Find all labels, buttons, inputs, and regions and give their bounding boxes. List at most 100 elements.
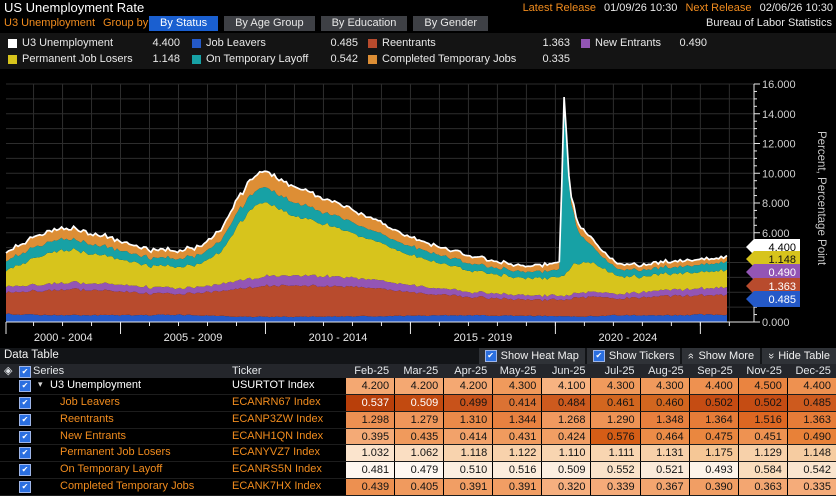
- y-tick-label: 8.000: [762, 198, 790, 210]
- row-checkbox[interactable]: ✔: [19, 380, 31, 392]
- button-hide-table[interactable]: » Hide Table: [762, 348, 836, 364]
- heat-cell: 0.391: [492, 479, 542, 495]
- heat-cell: 4.300: [492, 378, 542, 394]
- y-tick-label: 12.000: [762, 139, 796, 151]
- row-cells: 1.032 1.062 1.118 1.122 1.110 1.111 1.131 1.175…: [345, 445, 836, 462]
- column-header-dec-25: Dec-25: [795, 365, 831, 377]
- heat-cell: 0.481: [345, 462, 395, 479]
- heat-cell: 4.300: [590, 378, 640, 394]
- heat-cell: 1.348: [639, 411, 689, 428]
- row-checkbox[interactable]: ✔: [19, 413, 31, 426]
- group-tabs: By Status By Age Group By Education By Gend…: [149, 16, 488, 31]
- toggle-show-heat-map[interactable]: ✔ Show Heat Map: [478, 348, 585, 364]
- double-chevron-up-icon: »: [685, 352, 698, 360]
- table-row-reentrants[interactable]: ✔ Reentrants ECANP3ZW Index 1.298 1.279 1.310…: [0, 411, 836, 429]
- series-name[interactable]: Job Leavers: [60, 395, 120, 408]
- heat-cell: 0.363: [737, 479, 787, 495]
- toggle-show-tickers[interactable]: ✔ Show Tickers: [586, 348, 681, 364]
- row-checkbox[interactable]: ✔: [19, 481, 31, 494]
- legend-value: 1.148: [152, 53, 180, 65]
- legend-swatch-completed-temporary-jobs: [368, 54, 377, 64]
- heat-cell: 1.516: [737, 411, 787, 428]
- legend-swatch-reentrants: [368, 38, 377, 48]
- heat-cell: 0.405: [394, 479, 444, 495]
- row-checkbox[interactable]: ✔: [19, 396, 31, 409]
- data-source-label: Bureau of Labor Statistics: [706, 17, 832, 29]
- heat-cell: 4.100: [541, 378, 591, 394]
- heat-cell: 4.200: [394, 378, 444, 394]
- series-ticker: ECANRS5N Index: [232, 463, 322, 476]
- heat-cell: 0.584: [737, 462, 787, 479]
- tab-by-status[interactable]: By Status: [149, 16, 219, 31]
- legend-value: 0.542: [330, 53, 358, 65]
- button-show-more[interactable]: » Show More: [682, 348, 761, 364]
- heat-cell: 1.175: [688, 445, 738, 462]
- heat-cell: 1.110: [541, 445, 591, 462]
- area-series-reentrants: [6, 284, 727, 318]
- row-checkbox[interactable]: ✔: [19, 430, 31, 443]
- row-checkbox[interactable]: ✔: [19, 464, 31, 477]
- table-row-completed-temporary-jobs[interactable]: ✔ Completed Temporary Jobs ECANK7HX Index 0…: [0, 479, 836, 496]
- value-tag-shape: [746, 264, 800, 280]
- column-header-may-25: May-25: [499, 365, 537, 377]
- legend-item-new-entrants: New Entrants 0.490: [581, 36, 707, 50]
- collapse-arrow-icon[interactable]: ▾: [38, 379, 43, 389]
- heat-cell: 0.391: [443, 479, 493, 495]
- heat-cell: 0.339: [590, 479, 640, 495]
- stacked-area-chart[interactable]: 0.0002.0004.0006.0008.00010.00012.00014.…: [0, 69, 836, 348]
- series-name[interactable]: On Temporary Layoff: [60, 463, 163, 476]
- legend-item-on-temporary-layoff: On Temporary Layoff 0.542: [192, 52, 358, 66]
- series-name[interactable]: Completed Temporary Jobs: [60, 480, 195, 493]
- control-label: Show Heat Map: [500, 350, 579, 362]
- value-tag-0.490: 0.490: [746, 264, 800, 280]
- heat-cell: 0.510: [443, 462, 493, 479]
- heat-cell: 4.200: [345, 378, 395, 394]
- table-row-permanent-job-losers[interactable]: ✔ Permanent Job Losers ECANYVZ7 Index 1.032…: [0, 445, 836, 463]
- heat-cell: 4.400: [688, 378, 738, 394]
- heat-cell: 4.500: [737, 378, 787, 394]
- y-tick-label: 6.000: [762, 228, 790, 240]
- value-tag-1.148: 1.148: [746, 251, 800, 267]
- group-by-label: Group by: [103, 17, 149, 29]
- legend-item-job-leavers: Job Leavers 0.485: [192, 36, 358, 50]
- series-name[interactable]: Reentrants: [60, 412, 114, 425]
- checkbox-icon[interactable]: ✔: [592, 350, 605, 362]
- series-name[interactable]: Permanent Job Losers: [60, 446, 171, 459]
- heat-cell: 0.493: [688, 462, 738, 479]
- table-row-u3-unemployment[interactable]: ✔ ▾ U3 Unemployment USURTOT Index 4.200 4.200…: [0, 378, 836, 395]
- legend-label: Completed Temporary Jobs: [382, 53, 517, 65]
- heat-cell: 0.484: [541, 394, 591, 411]
- y-tick-label: 16.000: [762, 79, 796, 91]
- series-name[interactable]: U3 Unemployment: [50, 379, 142, 391]
- heat-cell: 1.131: [639, 445, 689, 462]
- row-checkbox[interactable]: ✔: [19, 447, 31, 460]
- legend-item-reentrants: Reentrants 1.363: [368, 36, 570, 50]
- expand-all-diamond-icon[interactable]: ◈: [4, 365, 13, 377]
- series-name[interactable]: New Entrants: [60, 429, 127, 442]
- tab-by-gender[interactable]: By Gender: [413, 16, 488, 31]
- select-all-checkbox[interactable]: ✔: [19, 366, 31, 378]
- checkbox-icon[interactable]: ✔: [484, 350, 497, 362]
- tab-by-age-group[interactable]: By Age Group: [224, 16, 315, 31]
- row-cells: 4.200 4.200 4.200 4.300 4.100 4.300 4.300 4.400…: [345, 378, 836, 394]
- heat-cell: 0.499: [443, 394, 493, 411]
- heat-cell: 1.122: [492, 445, 542, 462]
- heat-cell: 1.111: [590, 445, 640, 462]
- tab-by-education[interactable]: By Education: [320, 16, 408, 31]
- area-series-job-leavers: [6, 313, 727, 322]
- heat-cell: 0.576: [590, 428, 640, 445]
- legend-swatch-job-leavers: [192, 38, 201, 48]
- table-row-on-temporary-layoff[interactable]: ✔ On Temporary Layoff ECANRS5N Index 0.481 0…: [0, 462, 836, 480]
- column-header-jul-25: Jul-25: [604, 365, 635, 377]
- legend-value: 0.335: [542, 53, 570, 65]
- value-tag-shape: [746, 278, 800, 294]
- y-axis-title: Percent, Percentage Point: [815, 131, 827, 266]
- latest-release-label: Latest Release: [522, 2, 596, 14]
- header-bar: US Unemployment Rate Latest Release 01/0…: [0, 0, 836, 15]
- next-release-value: 02/06/26 10:30: [759, 2, 833, 14]
- table-row-new-entrants[interactable]: ✔ New Entrants ECANH1QN Index 0.395 0.435 0.4…: [0, 428, 836, 446]
- control-label: Show More: [698, 350, 755, 362]
- table-row-job-leavers[interactable]: ✔ Job Leavers ECANRN67 Index 0.537 0.509 0.49…: [0, 394, 836, 412]
- value-tag-text: 1.148: [768, 254, 796, 266]
